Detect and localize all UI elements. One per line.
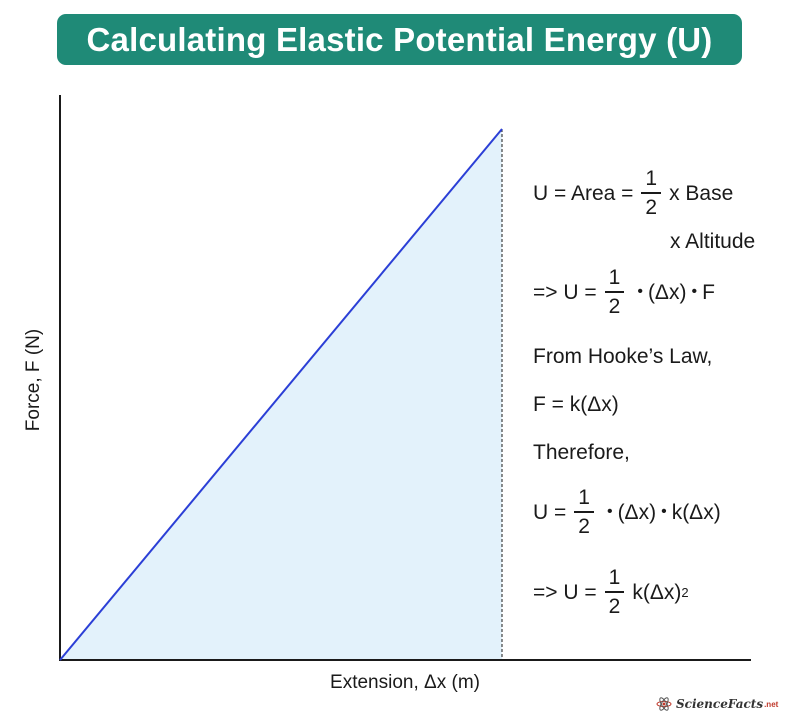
equation-text: U = (533, 500, 567, 524)
fraction-denominator: 2 (608, 295, 621, 318)
fraction-denominator: 2 (578, 515, 590, 538)
fraction-numerator: 1 (641, 168, 662, 194)
page-title: Calculating Elastic Potential Energy (U) (86, 20, 713, 58)
brand-suffix: .net (764, 699, 779, 709)
equation-text: k(Δx) (632, 580, 682, 604)
equation-u-substituted: U = 1 2 • (Δx) • k(Δx) (533, 487, 721, 537)
fraction-numerator: 1 (574, 487, 594, 513)
title-banner: Calculating Elastic Potential Energy (U) (57, 14, 742, 65)
fraction-numerator: 1 (604, 267, 625, 293)
fraction-half: 1 2 (574, 487, 594, 537)
equation-text: k(Δx) (671, 500, 721, 524)
fraction-half: 1 2 (604, 267, 625, 318)
exponent: 2 (681, 584, 689, 600)
brand-logo: ScienceFacts .net (656, 696, 778, 712)
atom-icon (656, 697, 672, 711)
equation-text: F (702, 280, 715, 304)
fraction-denominator: 2 (645, 196, 658, 219)
equation-text: => U = (533, 580, 597, 604)
multiply-dot: • (691, 283, 698, 300)
equation-text: => U = (533, 280, 597, 304)
hooke-intro: From Hooke’s Law, (533, 345, 713, 368)
x-axis-label: Extension, Δx (m) (330, 672, 480, 693)
equation-text: U = Area = (533, 181, 634, 205)
brand-name: ScienceFacts (676, 697, 764, 711)
multiply-dot: • (606, 503, 613, 520)
equation-u-base-altitude: => U = 1 2 • (Δx) • F (533, 267, 715, 317)
y-axis-label: Force, F (N) (23, 328, 44, 432)
hooke-equation: F = k(Δx) (533, 393, 619, 416)
fraction-half: 1 2 (604, 567, 625, 618)
equation-u-final: => U = 1 2 k(Δx) 2 (533, 567, 689, 617)
fraction-numerator: 1 (604, 567, 625, 593)
force-line (59, 128, 503, 661)
equation-text: (Δx) (647, 280, 687, 304)
equation-text: x Base (669, 181, 734, 205)
therefore-text: Therefore, (533, 441, 630, 464)
multiply-dot: • (661, 503, 667, 520)
equation-area: U = Area = 1 2 x Base (533, 168, 733, 218)
equation-continuation: x Altitude (670, 230, 756, 253)
fraction-denominator: 2 (608, 595, 621, 618)
multiply-dot: • (637, 283, 643, 300)
fraction-half: 1 2 (641, 168, 662, 219)
equation-text: (Δx) (617, 500, 657, 524)
